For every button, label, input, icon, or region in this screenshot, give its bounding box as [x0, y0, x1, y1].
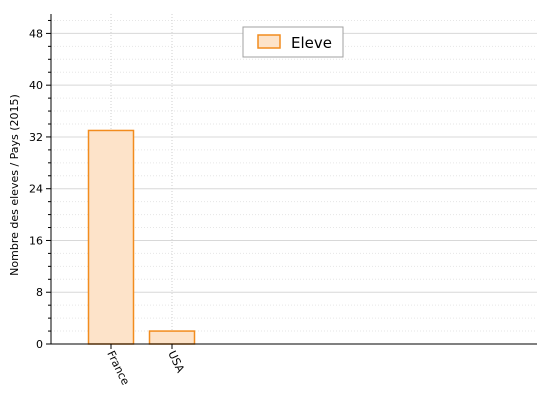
x-tick-label: USA	[165, 349, 187, 376]
x-tick-label: France	[104, 349, 132, 388]
y-tick-label: 48	[29, 27, 43, 40]
y-tick-label: 32	[29, 131, 43, 144]
y-tick-label: 0	[36, 338, 43, 351]
y-tick-label: 16	[29, 234, 43, 247]
y-tick-label: 24	[29, 183, 43, 196]
y-axis-label: Nombre des eleves / Pays (2015)	[8, 94, 21, 276]
axes	[46, 14, 537, 349]
bar-usa	[148, 330, 196, 345]
x-ticks: France USA	[104, 349, 187, 388]
legend-label: Eleve	[291, 34, 332, 52]
bar-france	[87, 129, 135, 345]
legend: Eleve	[242, 26, 344, 58]
legend-swatch	[257, 34, 281, 49]
y-tick-label: 8	[36, 286, 43, 299]
y-ticks: 0 8 16 24 32 40 48	[29, 27, 43, 351]
y-tick-label: 40	[29, 79, 43, 92]
